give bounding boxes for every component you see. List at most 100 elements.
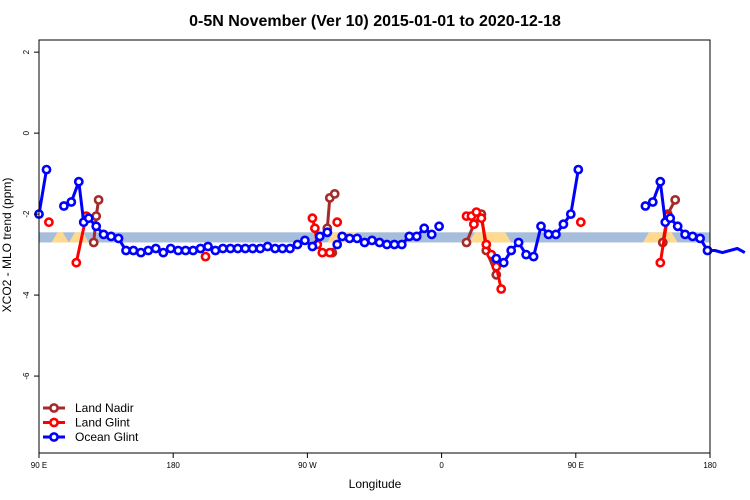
data-point-land-nadir (91, 211, 102, 221)
x-tick-label: 90 E (31, 461, 47, 470)
data-point-ocean-glint (180, 245, 191, 256)
data-point-ocean-glint (113, 233, 124, 244)
data-point-land-nadir (461, 237, 472, 248)
y-tick-label: 2 (22, 49, 31, 54)
data-point-land-glint (324, 247, 335, 258)
y-tick-label: -4 (22, 291, 31, 299)
data-point-ocean-glint (143, 245, 154, 256)
data-point-ocean-glint (232, 243, 243, 254)
data-point-ocean-glint (521, 249, 531, 260)
data-point-land-glint (309, 223, 320, 234)
y-tick-label: 0 (22, 130, 31, 135)
data-point-land-glint (468, 219, 479, 230)
data-point-ocean-glint (655, 176, 666, 187)
legend-marker-land-glint (49, 417, 59, 428)
data-point-ocean-glint (277, 243, 288, 254)
data-point-ocean-glint (188, 245, 198, 256)
data-point-ocean-glint (528, 251, 539, 262)
data-point-ocean-glint (210, 245, 221, 256)
series-line-ocean-glint-0 (37, 169, 48, 215)
band-yellow-0 (51, 232, 69, 243)
data-point-ocean-glint (411, 231, 422, 242)
data-point-ocean-glint (73, 176, 84, 187)
data-point-ocean-glint (66, 197, 77, 207)
data-point-land-glint (496, 284, 507, 294)
x-tick-label: 0 (439, 461, 444, 470)
data-point-land-glint (481, 239, 492, 250)
data-point-ocean-glint (158, 247, 169, 258)
y-tick-label: -6 (22, 372, 31, 380)
y-axis: 2 0 -2 -4 -6 (22, 49, 39, 380)
data-point-ocean-glint (680, 229, 690, 240)
data-point-ocean-glint (337, 231, 348, 242)
data-point-ocean-glint (695, 233, 705, 244)
data-point-land-glint (655, 257, 666, 268)
legend-label-ocean-glint: Ocean Glint (75, 430, 139, 444)
x-tick-label: 180 (703, 461, 717, 470)
data-point-land-glint (476, 213, 487, 224)
data-point-ocean-glint (419, 223, 430, 234)
data-point-ocean-glint (91, 221, 102, 232)
legend-marker-ocean-glint (49, 432, 59, 442)
data-point-ocean-glint (314, 231, 325, 242)
data-point-land-glint (332, 217, 343, 228)
x-axis: 90 E 180 90 W 0 90 E 180 (31, 453, 717, 470)
data-point-ocean-glint (565, 209, 576, 219)
data-point-ocean-glint (106, 231, 116, 242)
data-point-land-glint (71, 257, 82, 268)
data-point-ocean-glint (672, 221, 683, 232)
data-point-ocean-glint (498, 257, 509, 268)
chart-title: 0-5N November (Ver 10) 2015-01-01 to 202… (189, 13, 561, 30)
data-point-land-glint (317, 247, 328, 258)
data-point-ocean-glint (491, 253, 502, 264)
legend-marker-land-nadir (49, 403, 59, 413)
data-point-ocean-glint (262, 241, 273, 252)
series-land-glint (44, 207, 673, 294)
x-tick-label: 90 E (568, 461, 584, 470)
data-point-land-glint (44, 217, 54, 228)
y-tick-label: -2 (22, 210, 31, 218)
data-point-ocean-glint (536, 221, 546, 232)
data-point-ocean-glint (647, 197, 658, 207)
y-axis-label: XCO2 - MLO trend (ppm) (0, 178, 14, 313)
data-point-ocean-glint (506, 245, 517, 256)
data-point-ocean-glint (255, 243, 266, 254)
data-point-ocean-glint (59, 201, 69, 211)
data-point-ocean-glint (665, 213, 676, 224)
data-point-land-glint (200, 251, 211, 262)
data-point-ocean-glint (307, 241, 318, 252)
data-point-ocean-glint (98, 229, 109, 240)
data-point-ocean-glint (374, 237, 385, 248)
data-point-ocean-glint (83, 213, 94, 224)
legend-label-land-nadir: Land Nadir (75, 401, 134, 415)
data-point-ocean-glint (344, 233, 355, 244)
x-tick-label: 90 W (298, 461, 317, 470)
data-point-ocean-glint (513, 237, 524, 248)
band-yellow-3 (468, 232, 512, 243)
data-point-ocean-glint (551, 229, 561, 240)
legend-label-land-glint: Land Glint (75, 416, 130, 430)
data-point-ocean-glint (426, 229, 437, 240)
data-point-ocean-glint (640, 201, 651, 211)
data-point-land-nadir (329, 188, 340, 199)
data-point-land-glint (307, 213, 318, 224)
data-point-ocean-glint (203, 241, 213, 252)
data-point-ocean-glint (128, 245, 139, 256)
data-point-land-nadir (88, 237, 99, 248)
data-point-ocean-glint (558, 219, 569, 230)
x-axis-label: Longitude (349, 477, 402, 491)
data-point-ocean-glint (41, 164, 52, 175)
data-point-ocean-glint (687, 231, 698, 242)
band-yellow-4 (642, 232, 678, 243)
data-point-ocean-glint (702, 245, 713, 256)
data-point-ocean-glint (573, 164, 584, 175)
data-point-ocean-glint (434, 221, 444, 232)
data-point-ocean-glint (247, 243, 258, 254)
data-point-ocean-glint (150, 243, 161, 254)
data-point-ocean-glint (299, 235, 310, 246)
data-point-ocean-glint (352, 233, 362, 244)
data-point-ocean-glint (381, 239, 392, 250)
data-point-ocean-glint (322, 227, 333, 238)
x-tick-label: 180 (167, 461, 181, 470)
